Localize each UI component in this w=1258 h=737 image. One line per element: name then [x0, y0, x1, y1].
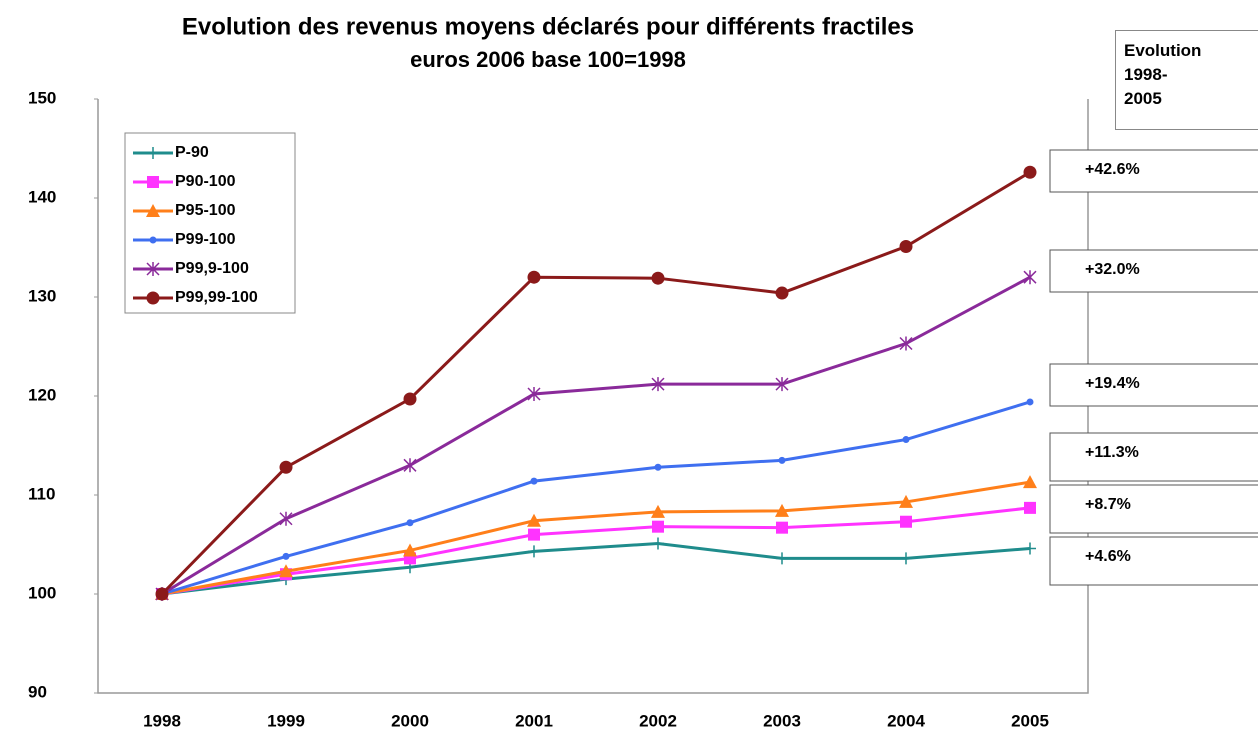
marker — [279, 511, 293, 526]
marker — [899, 240, 913, 254]
y-tick-label: 90 — [28, 682, 47, 701]
y-tick-label: 110 — [28, 484, 55, 503]
marker — [403, 458, 417, 473]
marker — [146, 204, 160, 217]
marker — [654, 463, 662, 471]
y-tick-label: 120 — [28, 385, 56, 404]
marker — [652, 537, 664, 550]
marker — [902, 436, 910, 444]
marker — [776, 552, 788, 565]
marker — [146, 262, 160, 276]
x-tick-label: 1998 — [143, 711, 181, 730]
annotation-box — [1049, 484, 1258, 534]
legend-label: P95-100 — [175, 202, 236, 219]
marker — [279, 460, 293, 474]
marker — [1024, 542, 1036, 555]
marker — [1023, 165, 1037, 179]
legend-label: P-90 — [175, 144, 209, 161]
marker — [146, 291, 160, 305]
annotation-label: +32.0% — [1085, 261, 1140, 278]
marker — [900, 515, 912, 528]
legend-box — [124, 132, 296, 314]
x-tick-label: 2000 — [391, 711, 429, 730]
marker — [776, 521, 788, 534]
marker — [149, 236, 157, 244]
annotation-box — [1049, 149, 1258, 193]
x-tick-label: 2001 — [515, 711, 553, 730]
annotation-label: +42.6% — [1085, 161, 1140, 178]
legend-label: P90-100 — [175, 173, 236, 190]
marker — [528, 528, 540, 541]
marker — [778, 456, 786, 464]
annotation-title: Evolution 1998-2005 — [1124, 41, 1202, 108]
marker — [528, 545, 540, 558]
marker — [530, 477, 538, 485]
annotation-box — [1049, 432, 1258, 482]
marker — [1024, 501, 1036, 514]
x-tick-label: 1999 — [267, 711, 305, 730]
chart-title: Evolution des revenus moyens déclarés po… — [182, 13, 914, 40]
marker — [900, 552, 912, 565]
marker — [651, 377, 665, 392]
series-line — [161, 506, 1031, 596]
annotation-box — [1049, 363, 1258, 407]
annotation-title-box: Evolution 1998-2005 — [1115, 30, 1258, 130]
y-tick-label: 140 — [28, 187, 56, 206]
x-tick-label: 2002 — [639, 711, 677, 730]
x-tick-label: 2004 — [887, 711, 925, 730]
y-tick-label: 100 — [28, 583, 56, 602]
series-line — [161, 480, 1031, 596]
marker — [1023, 475, 1037, 489]
marker — [1026, 398, 1034, 406]
marker — [775, 377, 789, 392]
annotation-label: +8.7% — [1085, 496, 1131, 513]
legend-label: P99,9-100 — [175, 260, 249, 277]
annotation-box — [1049, 249, 1258, 293]
chart-subtitle: euros 2006 base 100=1998 — [410, 47, 686, 72]
annotation-label: +19.4% — [1085, 375, 1140, 392]
annotation-label: +4.6% — [1085, 548, 1131, 565]
marker — [279, 564, 293, 578]
y-tick-label: 130 — [28, 286, 56, 305]
marker — [527, 270, 541, 284]
marker — [282, 552, 290, 560]
marker — [652, 520, 664, 533]
marker — [899, 494, 913, 508]
marker — [406, 519, 414, 527]
annotation-box — [1049, 536, 1258, 586]
marker — [155, 587, 169, 601]
series-line — [161, 275, 1031, 596]
annotation-label: +11.3% — [1085, 444, 1139, 461]
marker — [403, 392, 417, 406]
y-tick-label: 150 — [28, 88, 56, 107]
marker — [651, 504, 665, 518]
marker — [527, 387, 541, 402]
marker — [403, 543, 417, 557]
legend-label: P99,99-100 — [175, 289, 258, 306]
marker — [147, 147, 159, 159]
x-tick-label: 2005 — [1011, 711, 1049, 730]
marker — [775, 286, 789, 300]
marker — [147, 176, 159, 188]
marker — [527, 513, 541, 527]
marker — [775, 503, 789, 517]
marker — [1023, 270, 1037, 285]
marker — [651, 271, 665, 285]
series-line — [161, 542, 1031, 596]
marker — [899, 336, 913, 351]
x-tick-label: 2003 — [763, 711, 801, 730]
series-line — [161, 400, 1031, 596]
series-line — [160, 170, 1031, 596]
legend-label: P99-100 — [175, 231, 236, 248]
